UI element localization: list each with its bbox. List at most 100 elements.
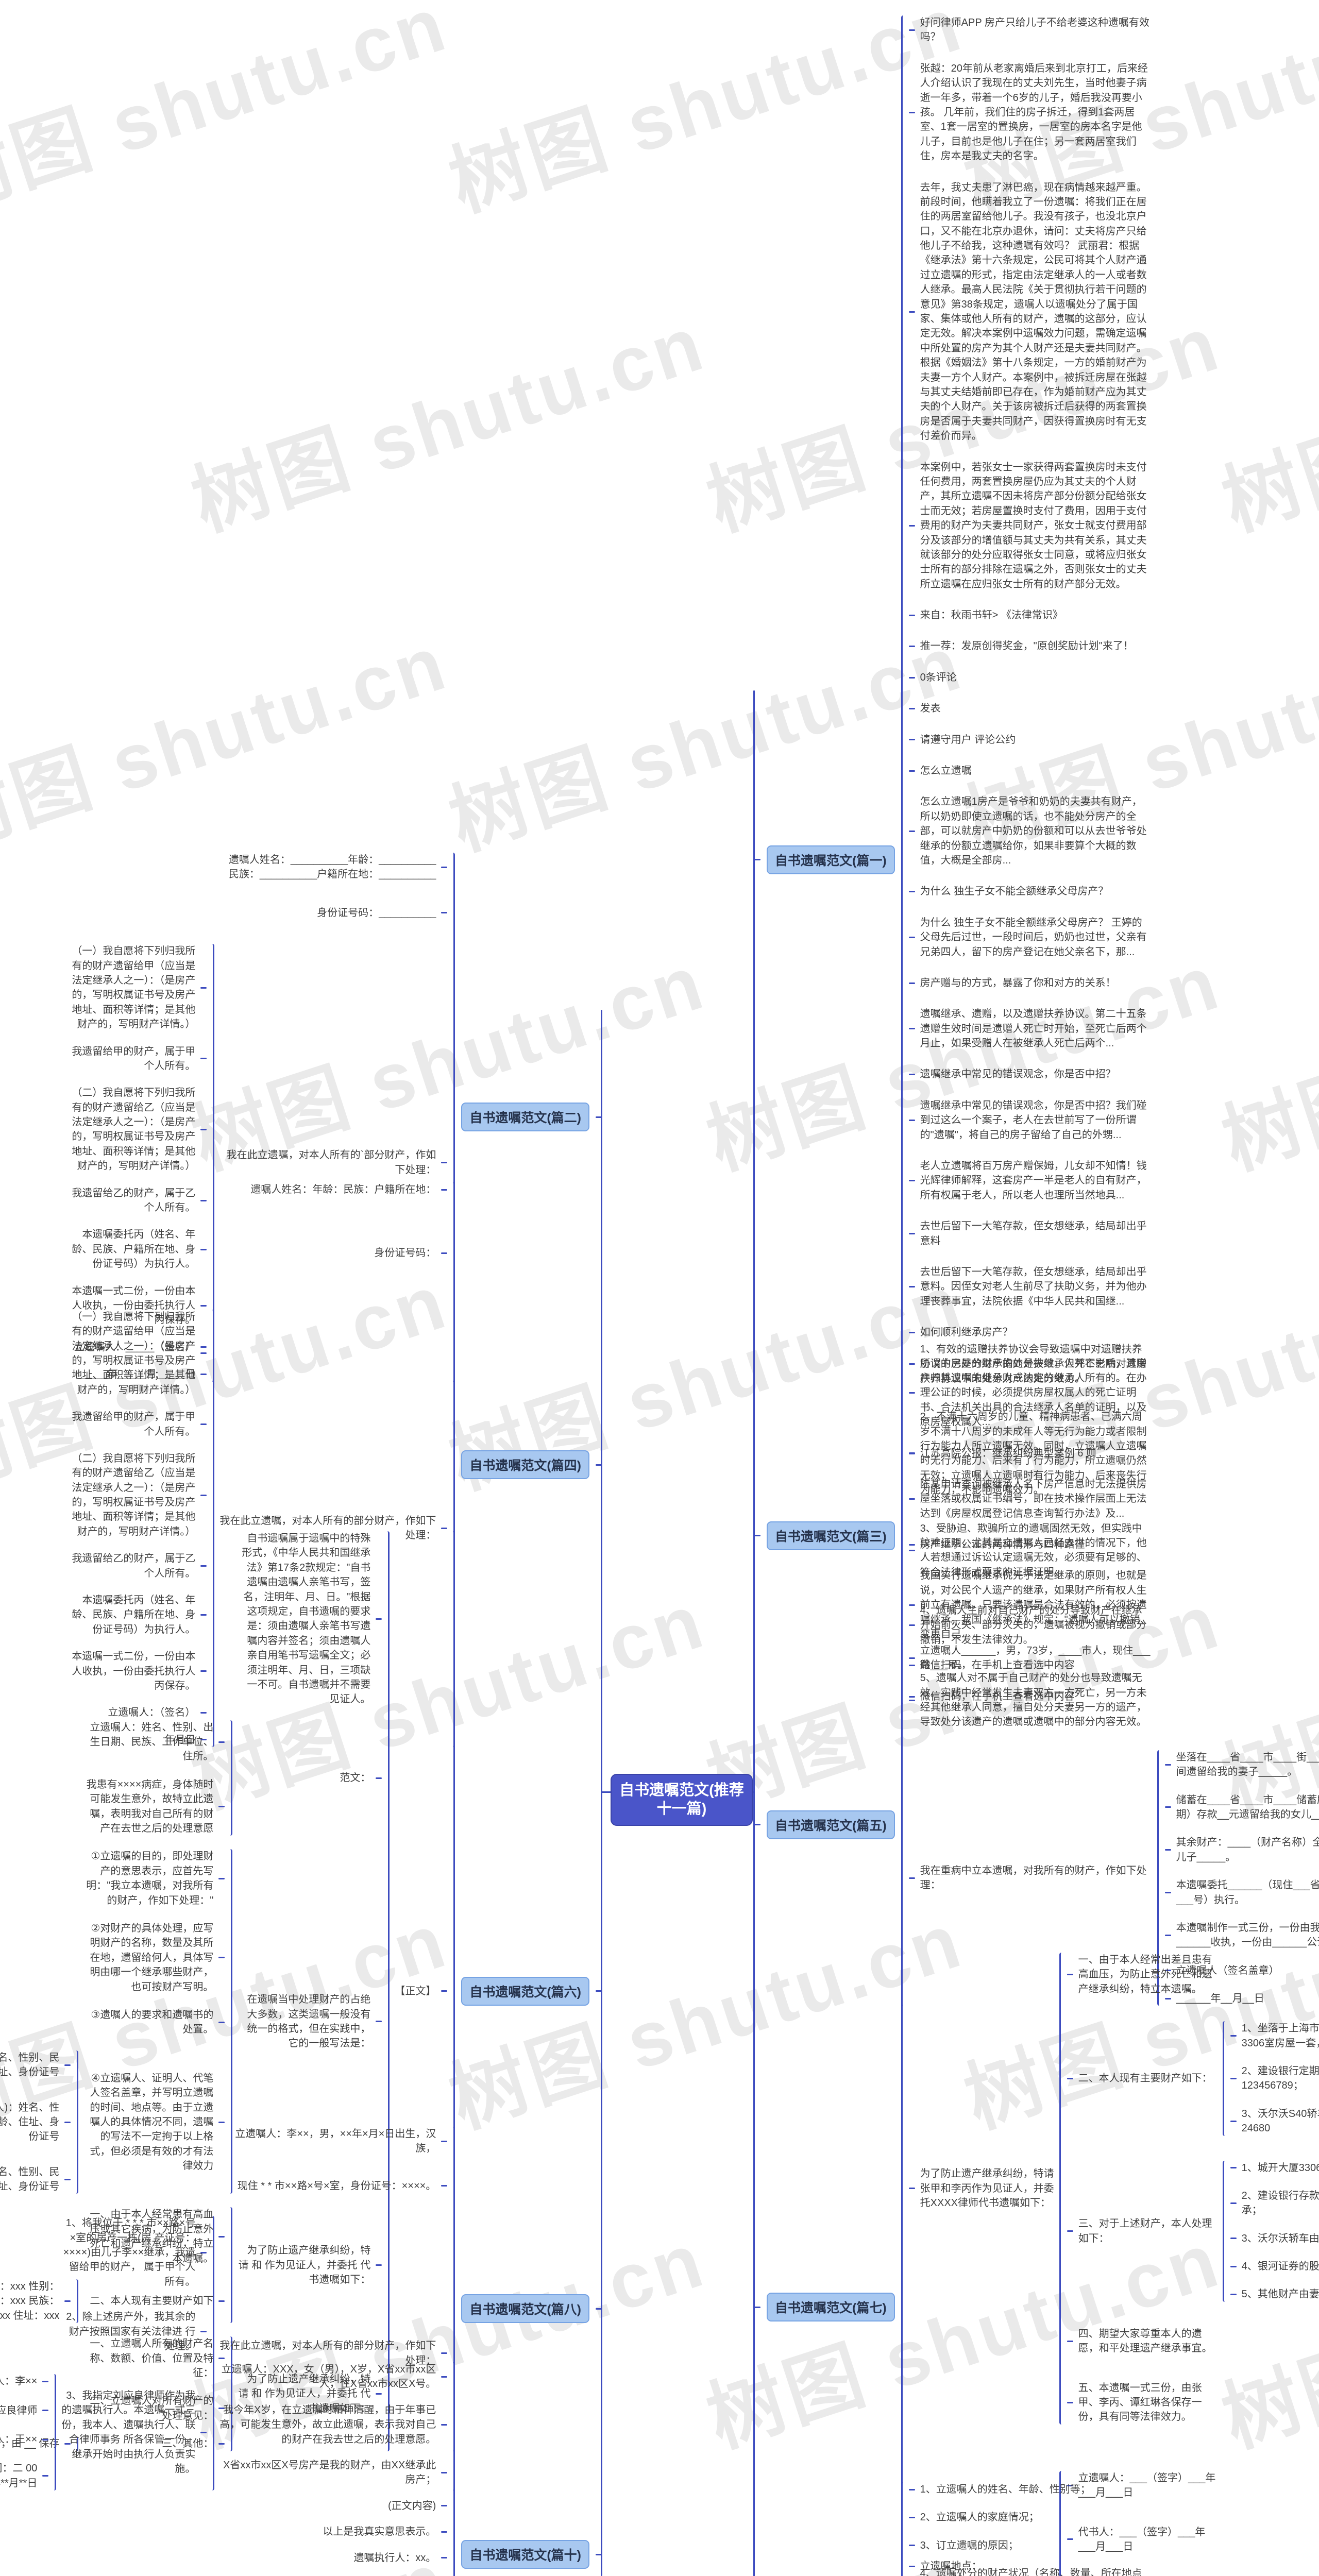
mindmap-node[interactable]: 3、受胁迫、欺骗所立的遗嘱固然无效，但实践中较难证明，尤其是立遗嘱人已经去世的情… (908, 1521, 1152, 1580)
mindmap-node[interactable]: 本遗嘱一式二份，一份由本人收执，一份由委托执行人丙保存。 (63, 1284, 207, 1328)
mindmap-node[interactable]: 我在此立遗嘱，对本人所有的部分财产，作如下处理： 1、将我位于 * * * 市××… (0, 2216, 448, 2491)
mindmap-node[interactable]: 二、本人现有主要财产如下 立遗嘱人姓名：xxx 性别：xx 出生年月日：xxx 民… (0, 2279, 225, 2324)
mindmap-node[interactable]: 张越：20年前从老家离婚后来到北京打工，后来经人介绍认识了我现在的丈夫刘先生，当… (908, 61, 1152, 164)
mindmap-node[interactable]: 老人立遗嘱将百万房产赠保姆，儿女却不知情！钱光辉律师解释，这套房产一半是老人的自… (908, 1159, 1152, 1202)
mindmap-node[interactable]: 去世后留下一大笔存款，侄女想继承，结局却出乎意料。因侄女对老人生前尽了扶助义务，… (908, 1265, 1152, 1309)
branch-label-pian7[interactable]: 自书遗嘱范文(篇七) (767, 2293, 895, 2322)
mindmap-node[interactable]: 本遗嘱一式 份，由 __ 保存 (0, 2436, 71, 2451)
mindmap-node[interactable]: 我在此立遗嘱，对本人所有的部分财产，作如下处理： （一）我自愿将下列归我所有的财产… (63, 1309, 448, 1748)
mindmap-node[interactable]: 房产赠与的方式，暴露了你和对方的关系！ (908, 976, 1152, 990)
mindmap-node[interactable]: 5、遗嘱人对不属于自己财产的处分也导致遗嘱无效。实践中经常发生夫妻双方一方死亡，… (908, 1671, 1152, 1730)
mindmap-node[interactable]: （一）我自愿将下列归我所有的财产遗留给甲（应当是法定继承人之一）：（是房产的，写… (63, 1310, 207, 1397)
mindmap-node[interactable]: 0条评论 (908, 670, 1152, 685)
mindmap-node[interactable]: 1、有效的遗赠扶养协议会导致遗嘱中对遗赠扶养协议中已处分财产的处分失效，但并不影… (908, 1342, 1152, 1386)
mindmap-node[interactable]: 二、本人现有主要财产如下： 1、坐落于上海市西藏南路1899号城开大厦3306室房… (1067, 2021, 1319, 2136)
mindmap-node[interactable]: 3、订立遗嘱的原因； (908, 2538, 1152, 2553)
mindmap-node[interactable]: 立遗嘱人：姓名、性别、民族、年龄、住址、身份证号 (0, 2050, 71, 2080)
mindmap-node[interactable]: （二）我自愿将下列归我所有的财产遗留给乙（应当是法定继承人之一）：（是房产的，写… (63, 1086, 207, 1173)
mindmap-node[interactable]: 本案例中，若张女士一家获得两套置换房时未支付任何费用，两套置换房屋仍应为其丈夫的… (908, 460, 1152, 592)
mindmap-node[interactable]: 为了防止遗产继承纠纷，特请张甲和李丙作为见证人，并委托XXXX律师代书遗嘱如下：… (908, 1953, 1319, 2425)
mindmap-node[interactable]: 【正文】 自书遗嘱属于遗嘱中的特殊形式，《中华人民共和国继承法》第17条2款规定：… (0, 1531, 448, 2451)
mindmap-node[interactable]: 遗嘱人姓名：年龄：民族：户籍所在地： (63, 1182, 448, 1197)
mindmap-node[interactable]: 2、不满十六周岁的儿童、精神病患者、已满六周岁不满十八周岁的未成年人等无行为能力… (908, 1410, 1152, 1497)
mindmap-node[interactable]: ④立遗嘱人、证明人、代笔人签名盖章，并写明立遗嘱的时间、地点等。由于立遗嘱人的具… (0, 2050, 225, 2194)
mindmap-node[interactable]: 我患有××××病症，身体随时可能发生意外，故特立此遗嘱，表明我对自己所有的财产在… (83, 1777, 225, 1836)
mindmap-node[interactable]: 1、坐落于上海市西藏南路1899号城开大厦3306室房屋一套，面积180平米； (1230, 2021, 1319, 2050)
mindmap-node[interactable]: 一、由于本人经常患有高血压或其它疾病，为防止意外死亡和遗产继承纠纷，特立本遗嘱。 (0, 2207, 225, 2266)
mindmap-node[interactable]: （一）我自愿将下列归我所有的财产遗留给甲（应当是法定继承人之一）：（是房产的，写… (63, 944, 207, 1031)
mindmap-node[interactable]: 三、其他： 本遗嘱一式 份，由 __ 保存 (0, 2436, 225, 2451)
mindmap-node[interactable]: 现住 * * 市××路×号×室，身份证号：××××。 (0, 2179, 448, 2193)
mindmap-node[interactable]: 五、本遗嘱一式三份，由张甲、李丙、谭红琳各保存一份，具有同等法律效力。 (1067, 2381, 1319, 2425)
mindmap-node[interactable]: 本遗嘱委托丙（姓名、年龄、民族、户籍所在地、身份证号码）为执行人。 (63, 1593, 207, 1637)
branch-label-pian5[interactable]: 自书遗嘱范文(篇五) (767, 1810, 895, 1839)
mindmap-node[interactable]: 如何顺利继承房产？ (908, 1325, 1152, 1340)
mindmap-node[interactable]: 微信扫码，在手机上查看选中内容 (908, 1658, 1152, 1672)
mindmap-node[interactable]: 立遗嘱地点： 立遗嘱人：___（签字）___年___月___日 代书人：___（签字… (908, 2470, 1319, 2576)
mindmap-node[interactable]: X省xx市xx区X号房产是我的财产，由XX继承此房产； (219, 2458, 448, 2487)
mindmap-node[interactable]: 立遗嘱人：___（签字）___年___月___日 (1067, 2471, 1217, 2500)
mindmap-node[interactable]: 房产继承公证的两种情形与四种路径 (908, 1537, 1152, 1552)
branch-label-pian2[interactable]: 自书遗嘱范文(篇二) (461, 1103, 589, 1132)
mindmap-node[interactable]: 遗嘱继承中常见的错误观念，你是否中招？ (908, 1067, 1152, 1081)
mindmap-node[interactable]: 2、除上述房产外，我其余的财产按照国家有关法律进 行处理。 (0, 2310, 207, 2353)
mindmap-node[interactable]: 储蓄在____省____市____储蓄所的定期（或活期）存款__元遗留给我的女儿… (1164, 1793, 1319, 1822)
mindmap-node[interactable]: 遗嘱执行人：xx。 (219, 2551, 448, 2565)
mindmap-node[interactable]: 陈某申请查询被继承人名下房产信息时无法提供房屋坐落或权属证书编号，即在技术操作层… (908, 1477, 1152, 1521)
mindmap-node[interactable]: 见证人(代书人)：姓名、性别、民族、年龄、住址、身份证号 (0, 2100, 71, 2144)
mindmap-node[interactable]: 立遗嘱人：XXX，女（男），X岁，X省xx市xx区人，住X省xx市xx区X号。 (219, 2362, 448, 2392)
mindmap-node[interactable]: 推一荐：发原创得奖金，"原创奖励计划"来了！ (908, 639, 1152, 653)
mindmap-node[interactable]: 在遗嘱当中处理财产的占绝大多数，这类遗嘱一般没有统一的格式，但在实践中，它的一般… (0, 1849, 382, 2194)
mindmap-node[interactable]: 以上是我真实意思表示。 (219, 2524, 448, 2539)
mindmap-node[interactable]: 其余财产：____（财产名称）全部遗留给我的儿子_____。 (1164, 1835, 1319, 1865)
mindmap-node[interactable]: 立遗嘱人姓名：xxx 性别：xx 出生年月日：xxx 民族：xx 住址：xxx (0, 2279, 71, 2323)
mindmap-node[interactable]: 2、建设银行定期存款30万元，账号：123456789； (1230, 2064, 1319, 2093)
mindmap-node[interactable]: 去世后留下一大笔存款，侄女想继承，结局却出乎意料 (908, 1219, 1152, 1248)
mindmap-node[interactable]: 立遗嘱人：姓名、性别、出生日期、民族、工作单位、住所。 (83, 1720, 225, 1764)
mindmap-node[interactable]: 本遗嘱制作一式三份，一份由我收执，一份交______收执，一份由______公证… (1164, 1921, 1319, 1950)
mindmap-node[interactable]: 4、遗嘱人生前对自己财产的处分导致财产在继承开始前灭失、部分灭失的，遗嘱被视为撤… (908, 1603, 1152, 1647)
mindmap-node[interactable]: 立遗嘱人：_____（签名） (63, 1340, 207, 1354)
mindmap-node[interactable]: 本遗嘱一式二份，一份由本人收执，一份由委托执行人丙保存。 (63, 1649, 207, 1693)
mindmap-node[interactable]: 立遗嘱人______，男，73岁，____市人，现住___路___号。 (908, 1643, 1319, 1673)
mindmap-node[interactable]: 4、银河证券的股票由母亲谢红继承； (1230, 2259, 1319, 2274)
branch-label-pian10[interactable]: 自书遗嘱范文(篇十) (461, 2540, 589, 2569)
mindmap-node[interactable]: 见证人：姓名、性别、民族、年龄、住址、身份证号 (0, 2165, 71, 2194)
mindmap-node[interactable]: 二、立遗嘱人对所有财产的处理意见： (0, 2394, 225, 2423)
mindmap-node[interactable]: 我遗留给乙的财产，属于乙个人所有。 (63, 1186, 207, 1215)
mindmap-node[interactable]: 3、我指定刘应良律师作为我的遗嘱执行人。本遗嘱一式三份，我本人、遗嘱执行人、联合… (0, 2374, 207, 2491)
mindmap-node[interactable]: 我遗留给乙的财产，属于乙个人所有。 (63, 1551, 207, 1581)
mindmap-node[interactable]: 1、将我位于 * * * 市××路×号×室的房产一栋(房 产证号：××××)由儿… (0, 2216, 207, 2289)
mindmap-node[interactable]: 我在此立遗嘱，对本人所有的`部分财产，作如下处理： （一）我自愿将下列归我所有的财… (63, 944, 448, 1382)
branch-label-pian8[interactable]: 自书遗嘱范文(篇八) (461, 2294, 589, 2324)
mindmap-node[interactable]: 发表 (908, 701, 1152, 716)
mindmap-node[interactable]: 自书遗嘱属于遗嘱中的特殊形式，《中华人民共和国继承法》第17条2款规定："自书遗… (0, 1531, 382, 1707)
mindmap-node[interactable]: 我今年X岁，在立遗嘱时精神清醒，由于年事已高，可能发生意外，故立此遗嘱，表示我对… (219, 2403, 448, 2447)
mindmap-node[interactable]: 为了防止遗产继承纠纷，特请 和 作为见证人，并委托 代书遗嘱如下： 一、由于本人经… (0, 2207, 382, 2324)
mindmap-node[interactable]: 遗嘱人姓名：__________年龄：__________ 民族：_______… (63, 853, 448, 882)
mindmap-node[interactable]: 去年，我丈夫患了淋巴癌，现在病情越来越严重。前段时间，他瞒着我立了一份遗嘱：将我… (908, 180, 1152, 444)
mindmap-node[interactable]: 怎么立遗嘱 (908, 764, 1152, 778)
central-topic[interactable]: 自书遗嘱范文(推荐十一篇) (611, 1774, 753, 1826)
mindmap-node[interactable]: 3、沃尔沃S40轿车一辆，车牌号：沪A-24680 (1230, 2107, 1319, 2136)
mindmap-node[interactable]: 遗嘱继承、遗赠，以及遗赠扶养协议。第二十五条 遗赠生效时间是遗赠人死亡时开始，至… (908, 1007, 1152, 1050)
mindmap-node[interactable]: 四、期望大家尊重本人的遗愿，和平处理遗产继承事宜。 (1067, 2327, 1319, 2356)
mindmap-node[interactable]: ①立遗嘱的目的，即处理财产的意思表示，应首先写明："我立本遗嘱，对我所有的财产，… (0, 1849, 225, 1908)
mindmap-node[interactable]: 代书人：___（签字）___年___月___日 (1067, 2525, 1217, 2554)
mindmap-node[interactable]: 年月日 (63, 1733, 207, 1747)
mindmap-node[interactable]: 立遗嘱人：（签名） (63, 1705, 207, 1720)
mindmap-node[interactable]: 三、对于上述财产，本人处理如下： 1、城开大厦3306室房屋由妻子王媛媛继承； 2、… (1067, 2160, 1319, 2302)
mindmap-node[interactable]: 3、沃尔沃轿车由儿子丁大继承； (1230, 2231, 1319, 2246)
branch-label-pian1[interactable]: 自书遗嘱范文(篇一) (767, 845, 895, 874)
mindmap-node[interactable]: 所谓的房屋的继承指的是被继承人死亡之后，其房产归其遗嘱的继承人或法定的继承人所有… (908, 1357, 1152, 1430)
mindmap-node[interactable]: 立遗嘱人（签名盖章） (1164, 1963, 1319, 1978)
mindmap-node[interactable]: 怎么立遗嘱1房产是爷爷和奶奶的夫妻共有财产，所以奶奶即使立遗嘱的话，也不能处分房… (908, 794, 1152, 868)
mindmap-node[interactable]: 身份证号码：__________ (63, 906, 448, 920)
mindmap-node[interactable]: 2、建设银行存款30万元及利息由女儿丁丽继承； (1230, 2189, 1319, 2218)
mindmap-node[interactable]: _____年_____月_____日 (63, 1367, 207, 1381)
mindmap-node[interactable]: （二）我自愿将下列归我所有的财产遗留给乙（应当是法定继承人之一）：（是房产的，写… (63, 1451, 207, 1539)
mindmap-node[interactable]: 本遗嘱委托______（现住___省___市___街___号）执行。 (1164, 1878, 1319, 1907)
mindmap-node[interactable]: 代书人：刘应良律师 (0, 2403, 49, 2418)
mindmap-node[interactable]: 身份证号码： (63, 1246, 448, 1260)
mindmap-node[interactable]: 一、由于本人经常出差且患有高血压，为防止意外死亡和遗产继承纠纷，特立本遗嘱。 (1067, 1953, 1319, 1996)
